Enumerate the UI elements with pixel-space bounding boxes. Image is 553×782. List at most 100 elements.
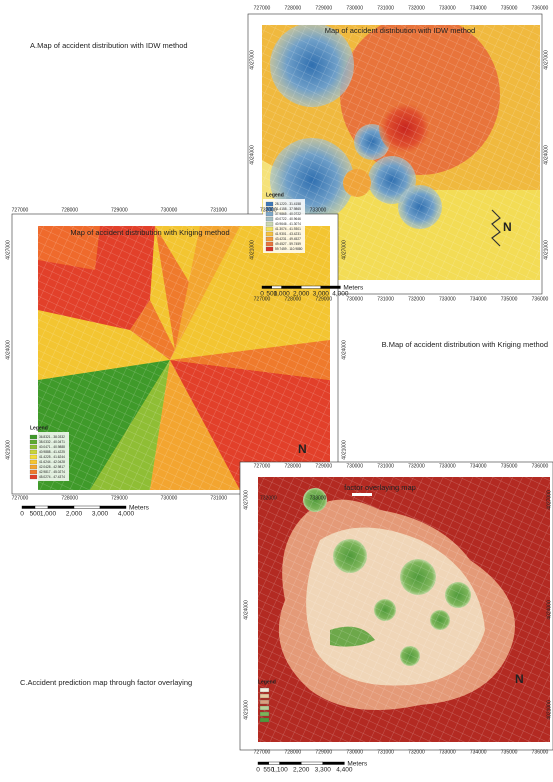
- scale-segment: [258, 762, 269, 765]
- scale-segment: [301, 762, 323, 765]
- legend-title: Legend: [266, 192, 284, 198]
- x-tick-label: 731000: [377, 463, 394, 469]
- legend-swatch: [30, 470, 37, 474]
- x-tick-label: 731000: [210, 495, 227, 501]
- legend-label: 49.4527 - 59.7459: [275, 242, 301, 246]
- y-tick-label: 4024000: [243, 600, 249, 620]
- scale-segment: [321, 286, 341, 289]
- legend-swatch: [260, 694, 269, 698]
- north-arrow: N: [503, 220, 512, 234]
- scale-segment: [272, 286, 282, 289]
- x-tick-label: 733000: [310, 207, 327, 213]
- legend-swatch: [30, 450, 37, 454]
- scale-segment: [262, 286, 272, 289]
- scale-segment: [48, 506, 74, 509]
- scale-label: 2,200: [293, 767, 310, 774]
- legend-label: 45.0274 - 47.4374: [39, 475, 65, 479]
- scale-label: 2,000: [293, 291, 310, 298]
- scale-segment: [22, 506, 35, 509]
- x-tick-label: 736000: [532, 296, 549, 302]
- legend-label: 41.9301 - 43.4231: [275, 232, 301, 236]
- scale-unit: Meters: [347, 761, 368, 768]
- y-tick-label: 4024000: [341, 340, 347, 360]
- x-tick-label: 733000: [439, 749, 456, 755]
- x-tick-label: 731000: [377, 5, 394, 11]
- x-tick-label: 734000: [470, 463, 487, 469]
- map-title: factor overlaying map: [344, 483, 416, 492]
- scale-segment: [100, 506, 126, 509]
- x-tick-label: 728000: [61, 495, 78, 501]
- scale-label: 4,000: [118, 511, 135, 518]
- legend-swatch: [30, 445, 37, 449]
- legend-swatch: [260, 718, 269, 722]
- x-tick-label: 727000: [254, 749, 271, 755]
- x-tick-label: 727000: [254, 5, 271, 11]
- y-tick-label: 4021000: [546, 700, 552, 720]
- x-tick-label: 735000: [501, 463, 518, 469]
- x-tick-label: 734000: [470, 5, 487, 11]
- map-title: Map of accident distribution with IDW me…: [325, 26, 475, 35]
- caption: B.Map of accident distribution with Krig…: [382, 340, 548, 349]
- caption: C.Accident prediction map through factor…: [20, 678, 192, 687]
- legend-label: 41.6244 - 42.0428: [39, 460, 65, 464]
- x-tick-label: 734000: [470, 296, 487, 302]
- x-tick-label: 732000: [260, 207, 277, 213]
- y-tick-label: 4024000: [546, 600, 552, 620]
- legend-swatch: [266, 237, 273, 241]
- map-title: Map of accident distribution with Krigin…: [70, 228, 229, 237]
- x-tick-label: 728000: [285, 749, 302, 755]
- scale-label: 4,400: [336, 767, 353, 774]
- y-tick-label: 4021000: [5, 440, 11, 460]
- x-tick-label: 735000: [501, 296, 518, 302]
- legend-swatch: [266, 217, 273, 221]
- y-tick-label: 4027000: [546, 490, 552, 510]
- legend-label: 37.9865 - 40.0722: [275, 212, 301, 216]
- scale-unit: Meters: [129, 505, 150, 512]
- scale-label: 1,000: [40, 511, 57, 518]
- scale-segment: [282, 286, 302, 289]
- x-tick-label: 729000: [315, 463, 332, 469]
- x-tick-label: 728000: [285, 5, 302, 11]
- x-tick-label: 730000: [346, 463, 363, 469]
- x-tick-label: 729000: [315, 749, 332, 755]
- x-tick-label: 730000: [161, 207, 178, 213]
- legend-title: Legend: [258, 679, 276, 685]
- scale-unit: Meters: [343, 285, 364, 292]
- x-tick-label: 727000: [254, 463, 271, 469]
- scale-label: 0: [256, 767, 260, 774]
- legend-swatch: [260, 712, 269, 716]
- legend-swatch: [30, 475, 37, 479]
- y-tick-label: 4024000: [5, 340, 11, 360]
- x-tick-label: 736000: [532, 5, 549, 11]
- north-arrow: N: [515, 672, 524, 686]
- legend-label: 28.1220 - 31.4158: [275, 202, 301, 206]
- legend-label: 41.4225 - 41.6244: [39, 455, 65, 459]
- caption: A.Map of accident distribution with IDW …: [30, 41, 188, 50]
- overlay-map: [258, 477, 550, 742]
- legend-label: 59.7459 - 110.9880: [275, 247, 303, 251]
- y-tick-label: 4024000: [543, 145, 549, 165]
- x-tick-label: 730000: [346, 5, 363, 11]
- kriging-map: [38, 226, 330, 490]
- x-tick-label: 733000: [439, 296, 456, 302]
- legend-swatch: [266, 202, 273, 206]
- legend-label: 38.0332 - 40.0471: [39, 440, 65, 444]
- x-tick-label: 732000: [408, 296, 425, 302]
- scale-label: 0: [260, 291, 264, 298]
- scale-segment: [323, 762, 345, 765]
- y-tick-label: 4027000: [243, 490, 249, 510]
- x-tick-label: 736000: [532, 463, 549, 469]
- x-tick-label: 730000: [346, 749, 363, 755]
- x-tick-label: 732000: [260, 495, 277, 501]
- x-tick-label: 728000: [285, 463, 302, 469]
- y-tick-label: 4021000: [341, 440, 347, 460]
- scale-label: 3,300: [315, 767, 332, 774]
- x-tick-label: 735000: [501, 749, 518, 755]
- x-tick-label: 728000: [61, 207, 78, 213]
- x-tick-label: 731000: [377, 749, 394, 755]
- title-bar: [352, 493, 372, 496]
- legend-swatch: [30, 440, 37, 444]
- y-tick-label: 4021000: [249, 240, 255, 260]
- x-tick-label: 732000: [408, 749, 425, 755]
- legend-swatch: [260, 688, 269, 692]
